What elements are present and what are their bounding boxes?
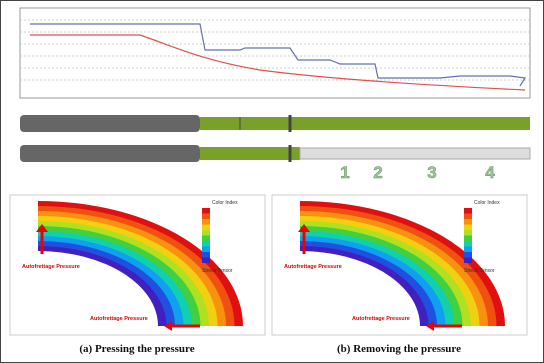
legend-swatch (464, 208, 472, 214)
legend-swatch (464, 236, 472, 242)
position-marker: 4 (485, 163, 495, 182)
stress-panel: Color Index Stress Tensor Autofrettage Pre… (10, 195, 265, 355)
legend-footer: Stress Tensor (464, 268, 495, 274)
legend-swatch (202, 219, 210, 225)
caption: (b) Removing the pressure (337, 343, 461, 355)
legend-swatch (202, 236, 210, 242)
legend-title: Color Index (474, 200, 500, 206)
legend-swatch (464, 225, 472, 231)
legend-swatch (202, 258, 210, 264)
legend-swatch (202, 230, 210, 236)
tube-bottom (20, 145, 530, 162)
pressure-label: Autofrettage Pressure (352, 316, 410, 322)
legend-swatch (202, 214, 210, 220)
legend-swatch (464, 230, 472, 236)
legend-title: Color Index (212, 200, 238, 206)
pressure-label: Autofrettage Pressure (22, 264, 80, 270)
legend-swatch (464, 241, 472, 247)
legend-swatch (464, 247, 472, 253)
caption: (a) Pressing the pressure (79, 343, 194, 355)
legend-swatch (202, 241, 210, 247)
position-marker: 3 (427, 163, 436, 182)
legend-footer: Stress Tensor (202, 268, 233, 274)
position-marker: 1 (340, 163, 349, 182)
legend-swatch (464, 219, 472, 225)
pressure-label: Autofrettage Pressure (90, 316, 148, 322)
plot-frame (20, 8, 530, 98)
legend-swatch (202, 247, 210, 253)
tube-top (20, 115, 530, 132)
line-plot (20, 8, 530, 98)
pressure-label: Autofrettage Pressure (284, 264, 342, 270)
position-marker: 2 (373, 163, 382, 182)
legend-swatch (202, 225, 210, 231)
legend-swatch (464, 258, 472, 264)
legend-swatch (464, 252, 472, 258)
stress-panel: Color Index Stress Tensor Autofrettage Pre… (272, 195, 527, 355)
legend-swatch (464, 214, 472, 220)
legend-swatch (202, 252, 210, 258)
figure: 1 2 3 4 Color Index Stress Tensor Autofrettag… (0, 0, 544, 363)
legend-swatch (202, 208, 210, 214)
